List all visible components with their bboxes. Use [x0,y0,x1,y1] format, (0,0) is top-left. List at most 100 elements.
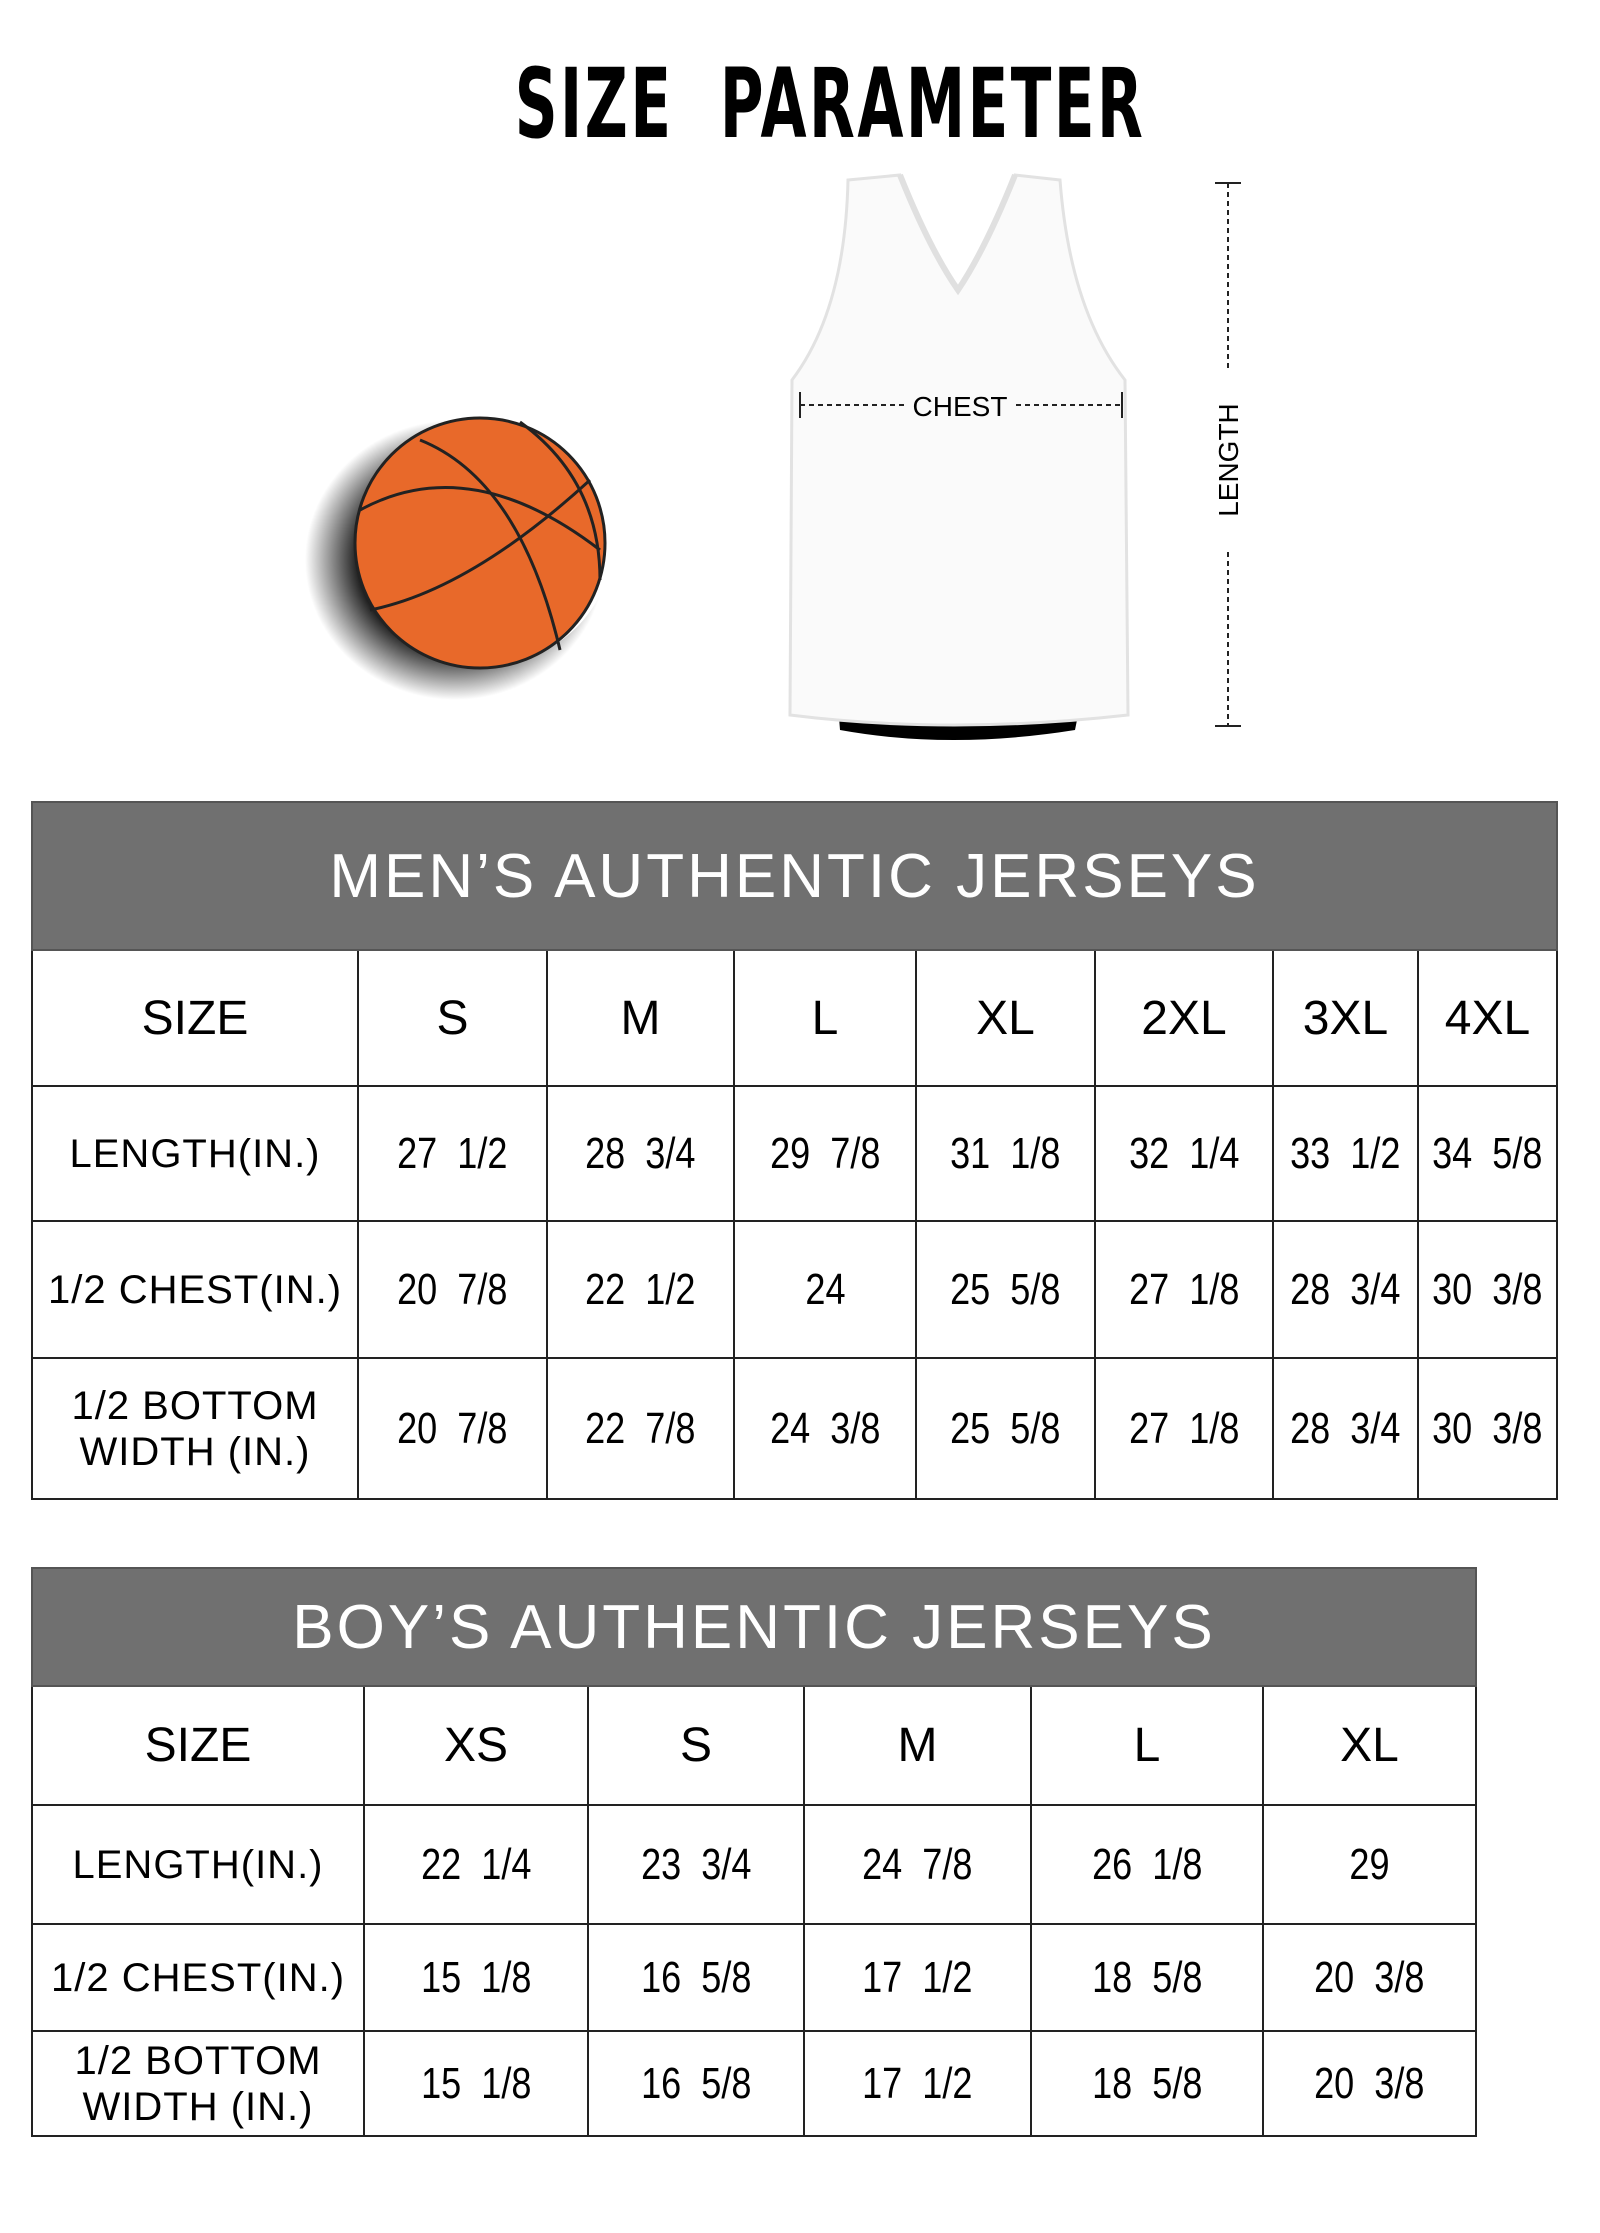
table-cell: 16 5/8 [587,2030,805,2137]
cell-value: 29 7/8 [769,1128,881,1178]
row-label: 1/2 BOTTOM WIDTH (IN.) [31,2030,365,2137]
mens-size-table: MEN’S AUTHENTIC JERSEYS SIZE S M L XL 2XL 3XL 4… [31,801,1558,1500]
table-cell: 28 3/4 [546,1085,735,1222]
table-cell: 20 3/8 [1261,1923,1478,2032]
table-cell: 22 1/2 [546,1220,735,1359]
table-cell: 26 1/8 [1030,1804,1264,1925]
table-row: 1/2 BOTTOM WIDTH (IN.) 15 1/8 16 5/8 17 1/2… [31,2030,1478,2137]
cell-value: 29 [1349,1839,1390,1889]
table-cell: 28 3/4 [1272,1220,1419,1359]
table-cell: 20 7/8 [357,1357,548,1500]
row-label: 1/2 CHEST(IN.) [31,1220,359,1359]
size-column-header: L [1030,1685,1264,1806]
cell-value: 24 [804,1264,846,1314]
table-cell: 20 7/8 [357,1220,548,1359]
cell-value: 16 5/8 [640,1952,752,2002]
table-row: 1/2 CHEST(IN.) 20 7/8 22 1/2 24 25 5/8 27 1/8… [31,1220,1558,1359]
table-cell: 18 5/8 [1030,2030,1264,2137]
size-column-header: 2XL [1094,949,1274,1087]
table-cell: 25 5/8 [915,1357,1096,1500]
table-cell: 29 [1261,1804,1478,1925]
cell-value: 15 1/8 [420,1952,532,2002]
cell-value: 17 1/2 [862,2058,973,2108]
cell-value: 28 3/4 [1290,1403,1401,1453]
cell-value: 31 1/8 [950,1128,1061,1178]
table-cell: 31 1/8 [915,1085,1096,1222]
table-cell: 22 1/4 [363,1804,589,1925]
cell-value: 26 1/8 [1091,1839,1203,1889]
table-cell: 17 1/2 [803,1923,1032,2032]
basketball-icon [305,415,613,700]
table-row: 1/2 CHEST(IN.) 15 1/8 16 5/8 17 1/2 18 5/8 20… [31,1923,1478,2032]
size-column-header: L [733,949,917,1087]
cell-value: 28 3/4 [585,1128,696,1178]
cell-value: 32 1/4 [1128,1128,1240,1178]
table-cell: 24 [733,1220,917,1359]
table-cell: 34 5/8 [1417,1085,1558,1222]
cell-value: 20 7/8 [397,1264,508,1314]
size-column-header: M [803,1685,1032,1806]
table-cell: 28 3/4 [1272,1357,1419,1500]
cell-value: 28 3/4 [1290,1264,1401,1314]
table-cell: 27 1/8 [1094,1357,1274,1500]
cell-value: 22 1/4 [420,1839,532,1889]
cell-value: 22 1/2 [585,1264,696,1314]
table-cell: 32 1/4 [1094,1085,1274,1222]
cell-value: 18 5/8 [1091,1952,1203,2002]
size-column-header: XS [363,1685,589,1806]
size-column-header: XL [915,949,1096,1087]
cell-value: 27 1/2 [397,1128,508,1178]
row-label: LENGTH(IN.) [31,1085,359,1222]
table-row: LENGTH(IN.) 22 1/4 23 3/4 24 7/8 26 1/8 29 [31,1804,1478,1925]
cell-value: 33 1/2 [1290,1128,1401,1178]
table-cell: 16 5/8 [587,1923,805,2032]
cell-value: 27 1/8 [1128,1403,1240,1453]
table-cell: 24 3/8 [733,1357,917,1500]
cell-value: 30 3/8 [1432,1264,1543,1314]
table-row: LENGTH(IN.) 27 1/2 28 3/4 29 7/8 31 1/8 32 1/… [31,1085,1558,1222]
table-row: 1/2 BOTTOM WIDTH (IN.) 20 7/8 22 7/8 24 3/8… [31,1357,1558,1500]
mens-table-heading: MEN’S AUTHENTIC JERSEYS [31,801,1558,951]
length-label: LENGTH [1213,403,1244,517]
size-column-header: 3XL [1272,949,1419,1087]
cell-value: 20 3/8 [1314,2058,1425,2108]
row-label: LENGTH(IN.) [31,1804,365,1925]
size-column-header: S [587,1685,805,1806]
row-label: 1/2 BOTTOM WIDTH (IN.) [31,1357,359,1500]
table-cell: 25 5/8 [915,1220,1096,1359]
boys-table-heading: BOY’S AUTHENTIC JERSEYS [30,1567,1478,1687]
table-cell: 29 7/8 [733,1085,917,1222]
table-cell: 27 1/2 [357,1085,548,1222]
table-cell: 18 5/8 [1030,1923,1264,2032]
table-cell: 23 3/4 [587,1804,805,1925]
cell-value: 27 1/8 [1128,1264,1240,1314]
cell-value: 20 3/8 [1314,1952,1425,2002]
jersey-image: CHEST [788,173,1130,740]
table-cell: 22 7/8 [546,1357,735,1500]
cell-value: 16 5/8 [640,2058,752,2108]
cell-value: 30 3/8 [1432,1403,1543,1453]
table-cell: 30 3/8 [1417,1357,1558,1500]
table-cell: 15 1/8 [363,1923,589,2032]
table-cell: 33 1/2 [1272,1085,1419,1222]
size-column-header: M [546,949,735,1087]
table-cell: 27 1/8 [1094,1220,1274,1359]
table-cell: 15 1/8 [363,2030,589,2137]
cell-value: 34 5/8 [1432,1128,1543,1178]
length-measure: LENGTH [1210,182,1246,727]
cell-value: 24 7/8 [862,1839,973,1889]
table-cell: 17 1/2 [803,2030,1032,2137]
product-diagram: CHEST LENGTH [305,173,1246,740]
size-header-row: SIZE S M L XL 2XL 3XL 4XL [31,949,1558,1087]
size-column-header: S [357,949,548,1087]
cell-value: 23 3/4 [640,1839,752,1889]
cell-value: 24 3/8 [769,1403,881,1453]
size-label: SIZE [31,949,359,1087]
table-cell: 24 7/8 [803,1804,1032,1925]
cell-value: 25 5/8 [950,1403,1061,1453]
cell-value: 15 1/8 [420,2058,532,2108]
cell-value: 22 7/8 [585,1403,696,1453]
cell-value: 25 5/8 [950,1264,1061,1314]
boys-size-table: BOY’S AUTHENTIC JERSEYS SIZE XS S M L XL LENG… [30,1567,1478,2137]
cell-value: 20 7/8 [397,1403,508,1453]
